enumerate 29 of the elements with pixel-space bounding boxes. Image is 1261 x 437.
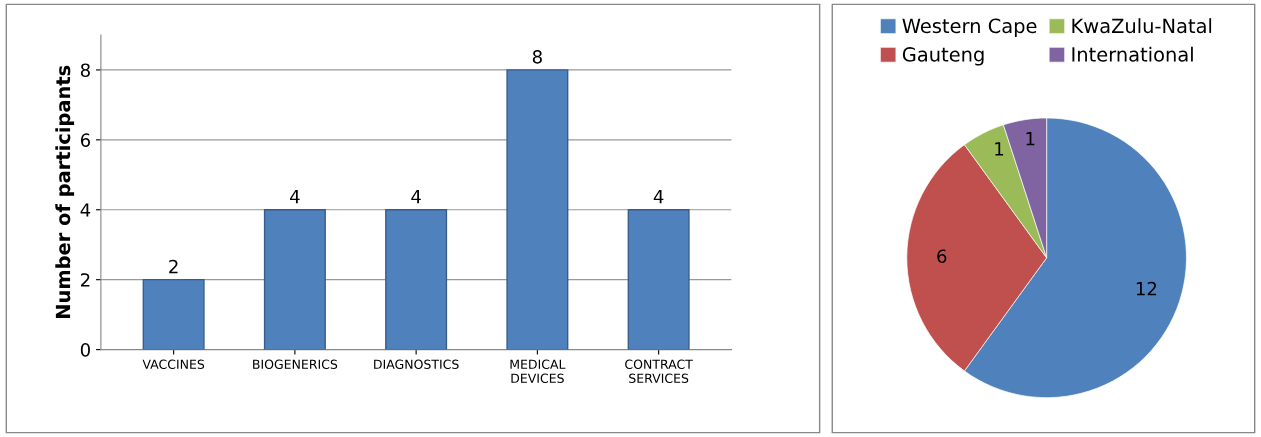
data-label: 4 bbox=[653, 190, 664, 204]
x-tick-label: DIAGNOSTICS bbox=[374, 359, 459, 369]
legend-label: Western Cape bbox=[902, 18, 1037, 37]
data-label: 4 bbox=[411, 190, 421, 204]
bar bbox=[385, 209, 448, 350]
y-tick-label: 6 bbox=[80, 133, 91, 147]
bar bbox=[263, 209, 326, 350]
y-tick-label: 8 bbox=[80, 63, 90, 78]
x-tick-label: BIOGENERICS bbox=[253, 359, 338, 369]
x-tick-label: VACCINES bbox=[142, 359, 205, 369]
data-label: 12 bbox=[1136, 281, 1157, 296]
legend-label: International bbox=[1072, 46, 1193, 62]
legend-label: KwaZulu-Natal bbox=[1072, 18, 1212, 34]
x-tick-label: CONTRACT SERVICES bbox=[625, 359, 693, 383]
y-axis-title: Number of participants bbox=[55, 65, 75, 318]
y-tick-label: 0 bbox=[80, 343, 90, 357]
data-label: 2 bbox=[169, 259, 178, 274]
legend-label: Gauteng bbox=[902, 47, 984, 66]
data-label: 8 bbox=[532, 49, 542, 64]
data-label: 6 bbox=[937, 249, 947, 264]
bar bbox=[142, 278, 205, 350]
bar bbox=[506, 69, 569, 350]
y-tick-label: 2 bbox=[80, 273, 90, 287]
data-label: 4 bbox=[290, 190, 300, 204]
y-tick-label: 4 bbox=[80, 203, 91, 217]
x-tick-label: MEDICAL DEVICES bbox=[510, 359, 566, 383]
data-label: 1 bbox=[995, 142, 1004, 156]
data-label: 1 bbox=[1026, 132, 1035, 146]
bar bbox=[627, 209, 690, 350]
